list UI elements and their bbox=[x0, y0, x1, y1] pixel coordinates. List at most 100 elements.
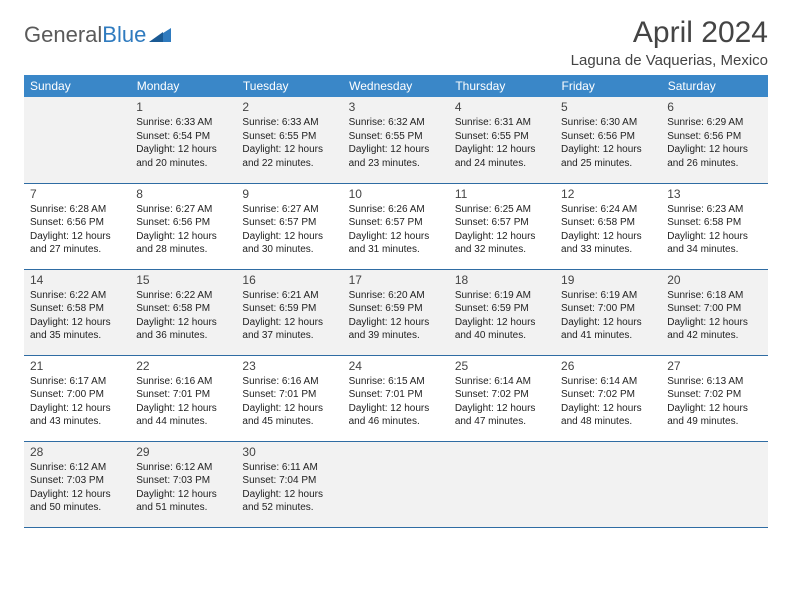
sunrise-text: Sunrise: 6:13 AM bbox=[667, 375, 761, 389]
sunrise-text: Sunrise: 6:15 AM bbox=[349, 375, 443, 389]
daylight-text: Daylight: 12 hours and 33 minutes. bbox=[561, 230, 655, 257]
sunrise-text: Sunrise: 6:14 AM bbox=[561, 375, 655, 389]
day-details: Sunrise: 6:28 AMSunset: 6:56 PMDaylight:… bbox=[30, 203, 124, 257]
brand-name-gray: General bbox=[24, 22, 102, 48]
page-header: GeneralBlue April 2024 Laguna de Vaqueri… bbox=[24, 16, 768, 69]
day-number: 9 bbox=[242, 187, 336, 201]
brand-name-blue: Blue bbox=[102, 22, 146, 48]
day-details: Sunrise: 6:14 AMSunset: 7:02 PMDaylight:… bbox=[455, 375, 549, 429]
sunset-text: Sunset: 7:02 PM bbox=[455, 388, 549, 402]
day-number: 7 bbox=[30, 187, 124, 201]
day-number: 21 bbox=[30, 359, 124, 373]
day-details: Sunrise: 6:30 AMSunset: 6:56 PMDaylight:… bbox=[561, 116, 655, 170]
sunrise-text: Sunrise: 6:12 AM bbox=[30, 461, 124, 475]
sunset-text: Sunset: 6:55 PM bbox=[349, 130, 443, 144]
calendar-week-row: 7 Sunrise: 6:28 AMSunset: 6:56 PMDaylight… bbox=[24, 183, 768, 269]
sunrise-text: Sunrise: 6:33 AM bbox=[242, 116, 336, 130]
day-number: 20 bbox=[667, 273, 761, 287]
day-details: Sunrise: 6:26 AMSunset: 6:57 PMDaylight:… bbox=[349, 203, 443, 257]
day-details: Sunrise: 6:12 AMSunset: 7:03 PMDaylight:… bbox=[136, 461, 230, 515]
sunset-text: Sunset: 7:03 PM bbox=[136, 474, 230, 488]
sunrise-text: Sunrise: 6:23 AM bbox=[667, 203, 761, 217]
sunrise-text: Sunrise: 6:17 AM bbox=[30, 375, 124, 389]
day-number: 24 bbox=[349, 359, 443, 373]
day-details: Sunrise: 6:11 AMSunset: 7:04 PMDaylight:… bbox=[242, 461, 336, 515]
day-details: Sunrise: 6:18 AMSunset: 7:00 PMDaylight:… bbox=[667, 289, 761, 343]
day-number: 8 bbox=[136, 187, 230, 201]
sunset-text: Sunset: 7:00 PM bbox=[561, 302, 655, 316]
calendar-week-row: 14Sunrise: 6:22 AMSunset: 6:58 PMDayligh… bbox=[24, 269, 768, 355]
sunset-text: Sunset: 7:02 PM bbox=[561, 388, 655, 402]
day-details: Sunrise: 6:15 AMSunset: 7:01 PMDaylight:… bbox=[349, 375, 443, 429]
sunset-text: Sunset: 6:59 PM bbox=[455, 302, 549, 316]
day-details: Sunrise: 6:27 AMSunset: 6:57 PMDaylight:… bbox=[242, 203, 336, 257]
sunset-text: Sunset: 6:56 PM bbox=[136, 216, 230, 230]
sunrise-text: Sunrise: 6:12 AM bbox=[136, 461, 230, 475]
daylight-text: Daylight: 12 hours and 49 minutes. bbox=[667, 402, 761, 429]
sunrise-text: Sunrise: 6:31 AM bbox=[455, 116, 549, 130]
calendar-day-cell: 8Sunrise: 6:27 AMSunset: 6:56 PMDaylight… bbox=[130, 183, 236, 269]
sunrise-text: Sunrise: 6:29 AM bbox=[667, 116, 761, 130]
day-details: Sunrise: 6:29 AMSunset: 6:56 PMDaylight:… bbox=[667, 116, 761, 170]
calendar-day-cell: 15 Sunrise: 6:22 AMSunset: 6:58 PMDayligh… bbox=[130, 269, 236, 355]
day-details: Sunrise: 6:23 AMSunset: 6:58 PMDaylight:… bbox=[667, 203, 761, 257]
day-details: Sunrise: 6:22 AMSunset: 6:58 PMDaylight:… bbox=[136, 289, 230, 343]
day-details: Sunrise: 6:16 AMSunset: 7:01 PMDaylight:… bbox=[136, 375, 230, 429]
calendar-day-cell bbox=[661, 441, 767, 527]
sunset-text: Sunset: 6:59 PM bbox=[242, 302, 336, 316]
daylight-text: Daylight: 12 hours and 39 minutes. bbox=[349, 316, 443, 343]
calendar-day-cell: 18Sunrise: 6:19 AMSunset: 6:59 PMDayligh… bbox=[449, 269, 555, 355]
day-header: Saturday bbox=[661, 75, 767, 97]
sunset-text: Sunset: 7:00 PM bbox=[30, 388, 124, 402]
day-header: Friday bbox=[555, 75, 661, 97]
sunrise-text: Sunrise: 6:27 AM bbox=[242, 203, 336, 217]
sunset-text: Sunset: 6:57 PM bbox=[455, 216, 549, 230]
day-header: Tuesday bbox=[236, 75, 342, 97]
sunrise-text: Sunrise: 6:25 AM bbox=[455, 203, 549, 217]
calendar-day-cell bbox=[343, 441, 449, 527]
daylight-text: Daylight: 12 hours and 48 minutes. bbox=[561, 402, 655, 429]
day-details: Sunrise: 6:19 AMSunset: 6:59 PMDaylight:… bbox=[455, 289, 549, 343]
sunrise-text: Sunrise: 6:19 AM bbox=[455, 289, 549, 303]
calendar-day-cell bbox=[449, 441, 555, 527]
day-number: 29 bbox=[136, 445, 230, 459]
calendar-day-cell: 27Sunrise: 6:13 AMSunset: 7:02 PMDayligh… bbox=[661, 355, 767, 441]
calendar-day-cell: 9 Sunrise: 6:27 AMSunset: 6:57 PMDaylight… bbox=[236, 183, 342, 269]
daylight-text: Daylight: 12 hours and 20 minutes. bbox=[136, 143, 230, 170]
daylight-text: Daylight: 12 hours and 43 minutes. bbox=[30, 402, 124, 429]
daylight-text: Daylight: 12 hours and 32 minutes. bbox=[455, 230, 549, 257]
calendar-day-cell: 20 Sunrise: 6:18 AMSunset: 7:00 PMDayligh… bbox=[661, 269, 767, 355]
sunrise-text: Sunrise: 6:22 AM bbox=[30, 289, 124, 303]
day-details: Sunrise: 6:31 AMSunset: 6:55 PMDaylight:… bbox=[455, 116, 549, 170]
day-details: Sunrise: 6:22 AMSunset: 6:58 PMDaylight:… bbox=[30, 289, 124, 343]
daylight-text: Daylight: 12 hours and 45 minutes. bbox=[242, 402, 336, 429]
day-details: Sunrise: 6:17 AMSunset: 7:00 PMDaylight:… bbox=[30, 375, 124, 429]
calendar-day-cell bbox=[24, 97, 130, 183]
calendar-day-cell: 4Sunrise: 6:31 AMSunset: 6:55 PMDaylight… bbox=[449, 97, 555, 183]
daylight-text: Daylight: 12 hours and 37 minutes. bbox=[242, 316, 336, 343]
sunset-text: Sunset: 6:56 PM bbox=[667, 130, 761, 144]
daylight-text: Daylight: 12 hours and 26 minutes. bbox=[667, 143, 761, 170]
sunrise-text: Sunrise: 6:27 AM bbox=[136, 203, 230, 217]
daylight-text: Daylight: 12 hours and 23 minutes. bbox=[349, 143, 443, 170]
sunrise-text: Sunrise: 6:33 AM bbox=[136, 116, 230, 130]
calendar-day-cell: 23Sunrise: 6:16 AMSunset: 7:01 PMDayligh… bbox=[236, 355, 342, 441]
daylight-text: Daylight: 12 hours and 24 minutes. bbox=[455, 143, 549, 170]
sunrise-text: Sunrise: 6:20 AM bbox=[349, 289, 443, 303]
day-number: 22 bbox=[136, 359, 230, 373]
day-details: Sunrise: 6:33 AMSunset: 6:54 PMDaylight:… bbox=[136, 116, 230, 170]
day-details: Sunrise: 6:24 AMSunset: 6:58 PMDaylight:… bbox=[561, 203, 655, 257]
day-number: 25 bbox=[455, 359, 549, 373]
day-number: 15 bbox=[136, 273, 230, 287]
day-number: 26 bbox=[561, 359, 655, 373]
sunset-text: Sunset: 6:58 PM bbox=[136, 302, 230, 316]
title-block: April 2024 Laguna de Vaquerias, Mexico bbox=[571, 16, 768, 69]
sunset-text: Sunset: 6:57 PM bbox=[242, 216, 336, 230]
day-number: 17 bbox=[349, 273, 443, 287]
daylight-text: Daylight: 12 hours and 52 minutes. bbox=[242, 488, 336, 515]
calendar-day-cell: 22 Sunrise: 6:16 AMSunset: 7:01 PMDayligh… bbox=[130, 355, 236, 441]
sunrise-text: Sunrise: 6:26 AM bbox=[349, 203, 443, 217]
day-header-row: Sunday Monday Tuesday Wednesday Thursday… bbox=[24, 75, 768, 97]
calendar-day-cell: 17Sunrise: 6:20 AMSunset: 6:59 PMDayligh… bbox=[343, 269, 449, 355]
calendar-day-cell: 26 Sunrise: 6:14 AMSunset: 7:02 PMDayligh… bbox=[555, 355, 661, 441]
